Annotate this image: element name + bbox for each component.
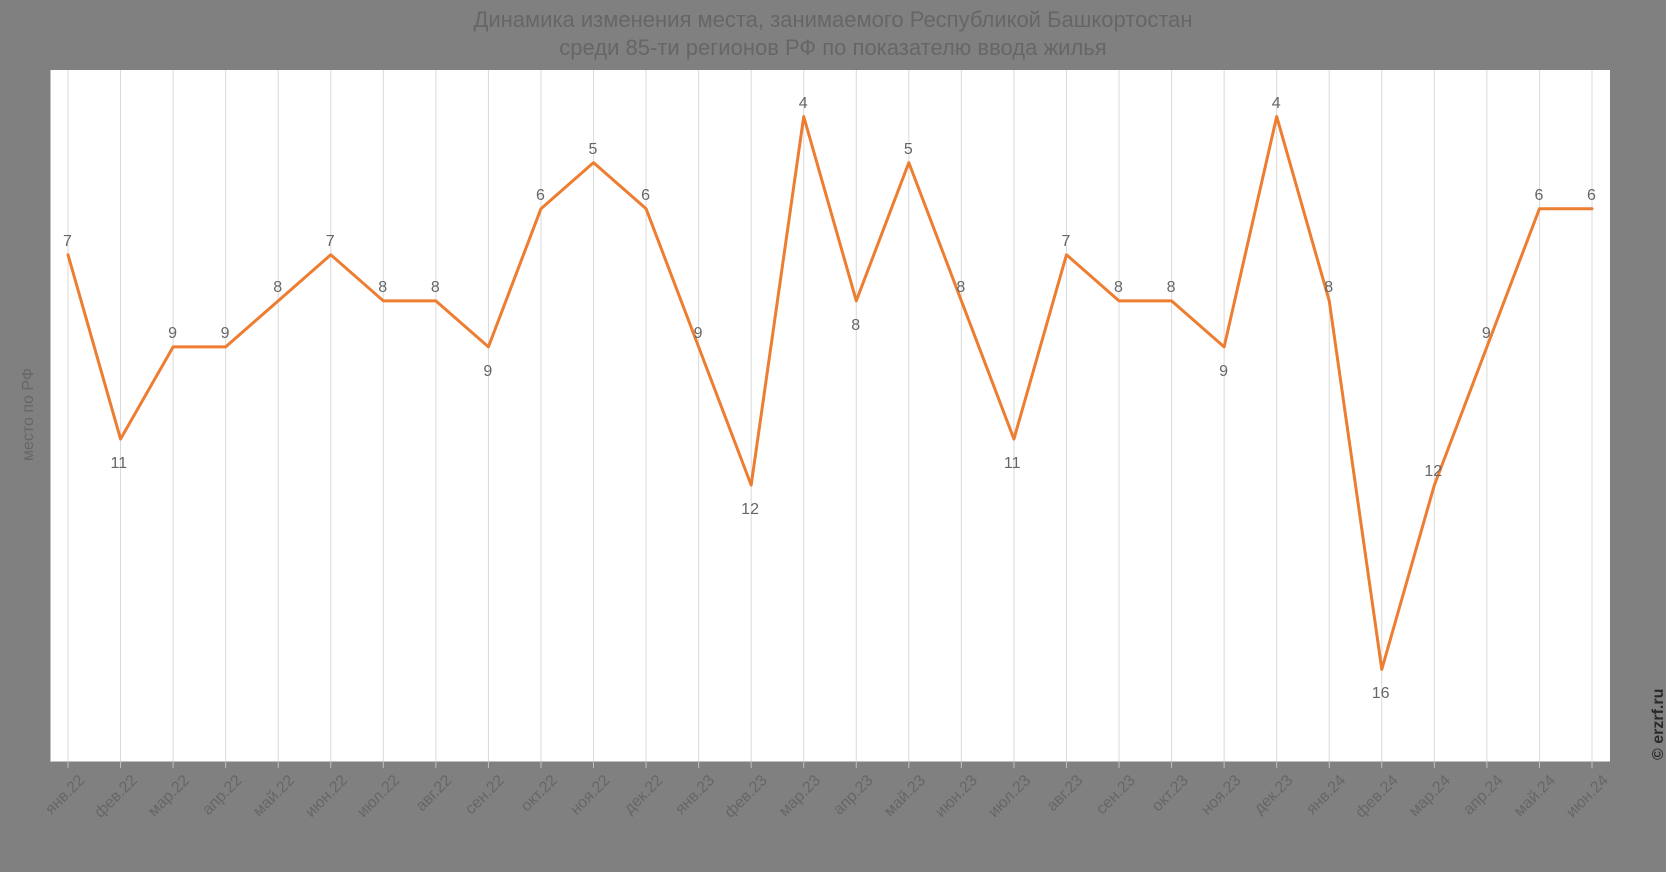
x-axis-label: окт.23 — [1149, 772, 1193, 816]
chart-title: Динамика изменения места, занимаемого Ре… — [0, 6, 1666, 62]
x-axis-label: дек.23 — [1251, 772, 1297, 818]
data-label: 9 — [694, 325, 703, 343]
plot-svg — [50, 70, 1610, 762]
plot-area — [50, 70, 1610, 762]
data-label: 7 — [1061, 233, 1070, 251]
data-label: 6 — [536, 187, 545, 205]
title-line1: Динамика изменения места, занимаемого Ре… — [473, 7, 1192, 32]
data-label: 6 — [1534, 187, 1543, 205]
x-axis-label: ноя.23 — [1198, 772, 1245, 819]
x-axis-label: июн.23 — [933, 772, 983, 822]
data-label: 7 — [63, 233, 72, 251]
data-label: 12 — [741, 501, 759, 519]
data-label: 7 — [326, 233, 335, 251]
data-label: 11 — [1004, 455, 1021, 473]
data-label: 4 — [799, 95, 808, 113]
data-label: 8 — [431, 279, 440, 297]
data-label: 12 — [1424, 463, 1442, 481]
x-axis-label: май.24 — [1511, 772, 1560, 821]
data-label: 8 — [1114, 279, 1123, 297]
x-axis-label: сен.22 — [462, 772, 509, 819]
x-axis-label: май.22 — [250, 772, 299, 821]
data-label: 8 — [851, 317, 860, 335]
watermark: © erzrf.ru — [1650, 689, 1666, 760]
data-label: 8 — [273, 279, 282, 297]
data-label: 11 — [111, 455, 128, 473]
data-label: 8 — [956, 279, 965, 297]
x-axis-label: июл.22 — [354, 772, 404, 822]
x-axis-label: янв.24 — [1303, 772, 1350, 819]
x-axis-label: апр.23 — [830, 772, 877, 819]
x-axis-label: сен.23 — [1093, 772, 1140, 819]
chart-container: Динамика изменения места, занимаемого Ре… — [0, 0, 1666, 872]
x-axis-label: окт.22 — [518, 772, 562, 816]
x-axis-label: июн.22 — [302, 772, 352, 822]
x-axis-label: авг.22 — [413, 772, 457, 816]
data-label: 9 — [221, 325, 230, 343]
x-axis-label: янв.23 — [673, 772, 720, 819]
y-axis-label: место по РФ — [20, 368, 38, 461]
x-axis-label: мар.23 — [776, 772, 825, 821]
x-axis-label: мар.24 — [1406, 772, 1455, 821]
x-axis-label: май.23 — [881, 772, 930, 821]
data-label: 4 — [1272, 95, 1281, 113]
data-label: 5 — [589, 141, 598, 159]
data-label: 9 — [1482, 325, 1491, 343]
data-label: 6 — [1587, 187, 1596, 205]
data-label: 9 — [1219, 363, 1228, 381]
x-axis-label: фев.23 — [722, 772, 772, 822]
data-label: 8 — [1324, 279, 1333, 297]
x-axis-label: янв.22 — [42, 772, 89, 819]
x-axis-label: июн.24 — [1563, 772, 1613, 822]
x-axis-label: фев.24 — [1352, 772, 1402, 822]
x-axis-label: июл.23 — [985, 772, 1035, 822]
data-label: 16 — [1372, 685, 1390, 703]
data-label: 9 — [483, 363, 492, 381]
data-label: 5 — [904, 141, 913, 159]
x-axis-label: мар.22 — [145, 772, 194, 821]
x-axis-label: апр.22 — [199, 772, 246, 819]
x-axis-label: апр.24 — [1460, 772, 1507, 819]
x-axis-label: фев.22 — [91, 772, 141, 822]
x-axis-label: ноя.22 — [567, 772, 614, 819]
data-label: 6 — [641, 187, 650, 205]
x-axis-label: авг.23 — [1044, 772, 1088, 816]
x-axis-label: дек.22 — [621, 772, 667, 818]
data-label: 8 — [1167, 279, 1176, 297]
data-label: 8 — [378, 279, 387, 297]
data-label: 9 — [168, 325, 177, 343]
title-line2: среди 85-ти регионов РФ по показателю вв… — [559, 35, 1106, 60]
